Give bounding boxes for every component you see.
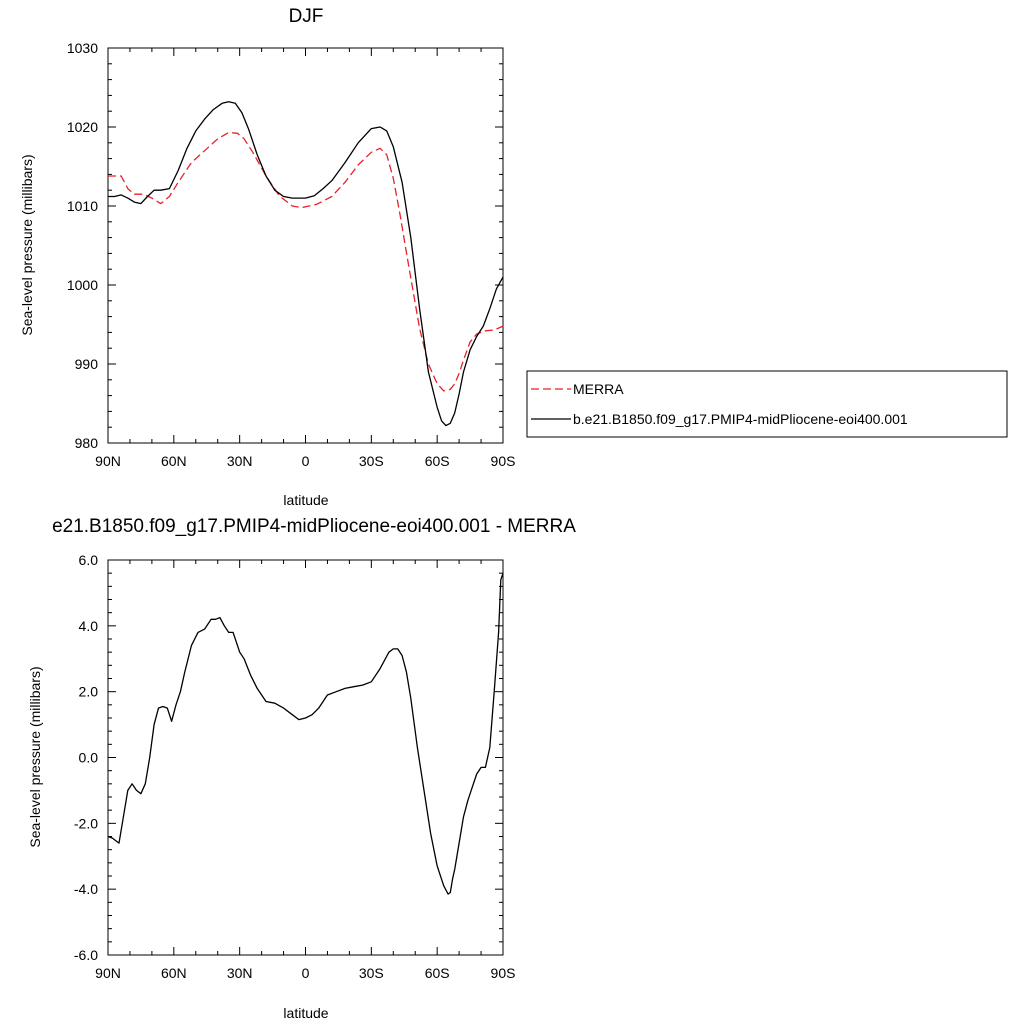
top-chart-x-tick-label: 0	[302, 453, 310, 469]
legend-label-model: b.e21.B1850.f09_g17.PMIP4-midPliocene-eo…	[573, 411, 908, 427]
top-chart-series-line-merra	[108, 131, 504, 392]
bottom-chart-series-line-difference	[107, 572, 504, 895]
top-chart-y-tick-label: 1030	[67, 40, 98, 56]
bottom-chart-panel: e21.B1850.f09_g17.PMIP4-midPliocene-eoi4…	[27, 516, 576, 1021]
top-chart-y-axis-label: Sea-level pressure (millibars)	[19, 154, 35, 335]
bottom-chart-y-tick-label: -6.0	[74, 947, 98, 963]
bottom-chart-frame	[107, 559, 504, 956]
legend: MERRA b.e21.B1850.f09_g17.PMIP4-midPlioc…	[526, 370, 1008, 438]
top-chart-x-tick-label: 30S	[359, 453, 384, 469]
top-chart-y-tick-label: 1010	[67, 198, 98, 214]
bottom-chart-y-axis-label: Sea-level pressure (millibars)	[27, 666, 43, 847]
bottom-chart-y-tick-label: -2.0	[74, 815, 98, 831]
bottom-chart-y-tick-label: 6.0	[79, 552, 99, 568]
bottom-chart-x-tick-label: 60S	[425, 965, 450, 981]
top-chart-y-tick-label: 1020	[67, 119, 98, 135]
top-chart-series-line-model	[108, 101, 504, 427]
bottom-chart-x-tick-label: 90N	[95, 965, 121, 981]
bottom-chart-x-tick-label: 30S	[359, 965, 384, 981]
top-chart-frame	[107, 47, 504, 444]
bottom-chart-x-tick-label: 30N	[227, 965, 253, 981]
top-chart-plot-area: 90N 60N 30N 0 30S 60S 90S 980 990 1000 1010 1020 103…	[67, 40, 516, 469]
top-chart-title: DJF	[289, 6, 324, 27]
top-chart-y-tick-label: 980	[75, 435, 99, 451]
legend-box	[526, 370, 1008, 438]
bottom-chart-y-tick-label: 0.0	[79, 750, 99, 766]
bottom-chart-x-tick-label: 0	[302, 965, 310, 981]
bottom-chart-y-tick-label: 2.0	[79, 684, 99, 700]
bottom-chart-x-tick-label: 60N	[161, 965, 187, 981]
top-chart-y-tick-label: 990	[75, 356, 99, 372]
top-chart-x-tick-label: 90S	[491, 453, 516, 469]
top-chart-y-tick-label: 1000	[67, 277, 98, 293]
top-chart-x-tick-label: 30N	[227, 453, 253, 469]
top-chart-x-tick-label: 60S	[425, 453, 450, 469]
bottom-chart-y-tick-label: -4.0	[74, 881, 98, 897]
bottom-chart-x-tick-label: 90S	[491, 965, 516, 981]
bottom-chart-x-axis-label: latitude	[283, 1005, 328, 1021]
top-chart-x-tick-label: 90N	[95, 453, 121, 469]
bottom-chart-plot-area: 90N 60N 30N 0 30S 60S 90S -6.0 -4.0 -2.0 0.0 2.0 4.0…	[74, 552, 516, 981]
top-chart-x-tick-label: 60N	[161, 453, 187, 469]
top-chart-x-axis-label: latitude	[283, 492, 328, 508]
top-chart-panel: DJF 90N 60N 30N 0 30S 60S 90S 980 990 1000 1010 102…	[19, 6, 1008, 508]
bottom-chart-y-tick-label: 4.0	[79, 618, 99, 634]
bottom-chart-title: e21.B1850.f09_g17.PMIP4-midPliocene-eoi4…	[52, 516, 576, 537]
legend-label-merra: MERRA	[573, 381, 624, 397]
